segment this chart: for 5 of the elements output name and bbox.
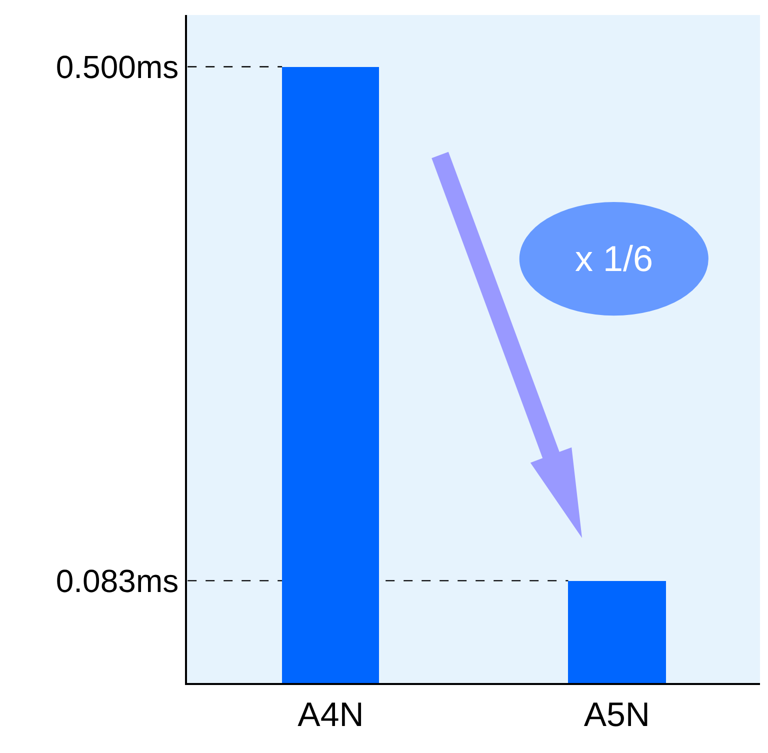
- y-tick-label: 0.500ms: [56, 48, 179, 85]
- x-tick-label: A4N: [298, 696, 364, 734]
- x-tick-label: A5N: [584, 696, 650, 734]
- y-tick-label: 0.083ms: [56, 562, 179, 599]
- annotation: x 1/6: [575, 238, 654, 279]
